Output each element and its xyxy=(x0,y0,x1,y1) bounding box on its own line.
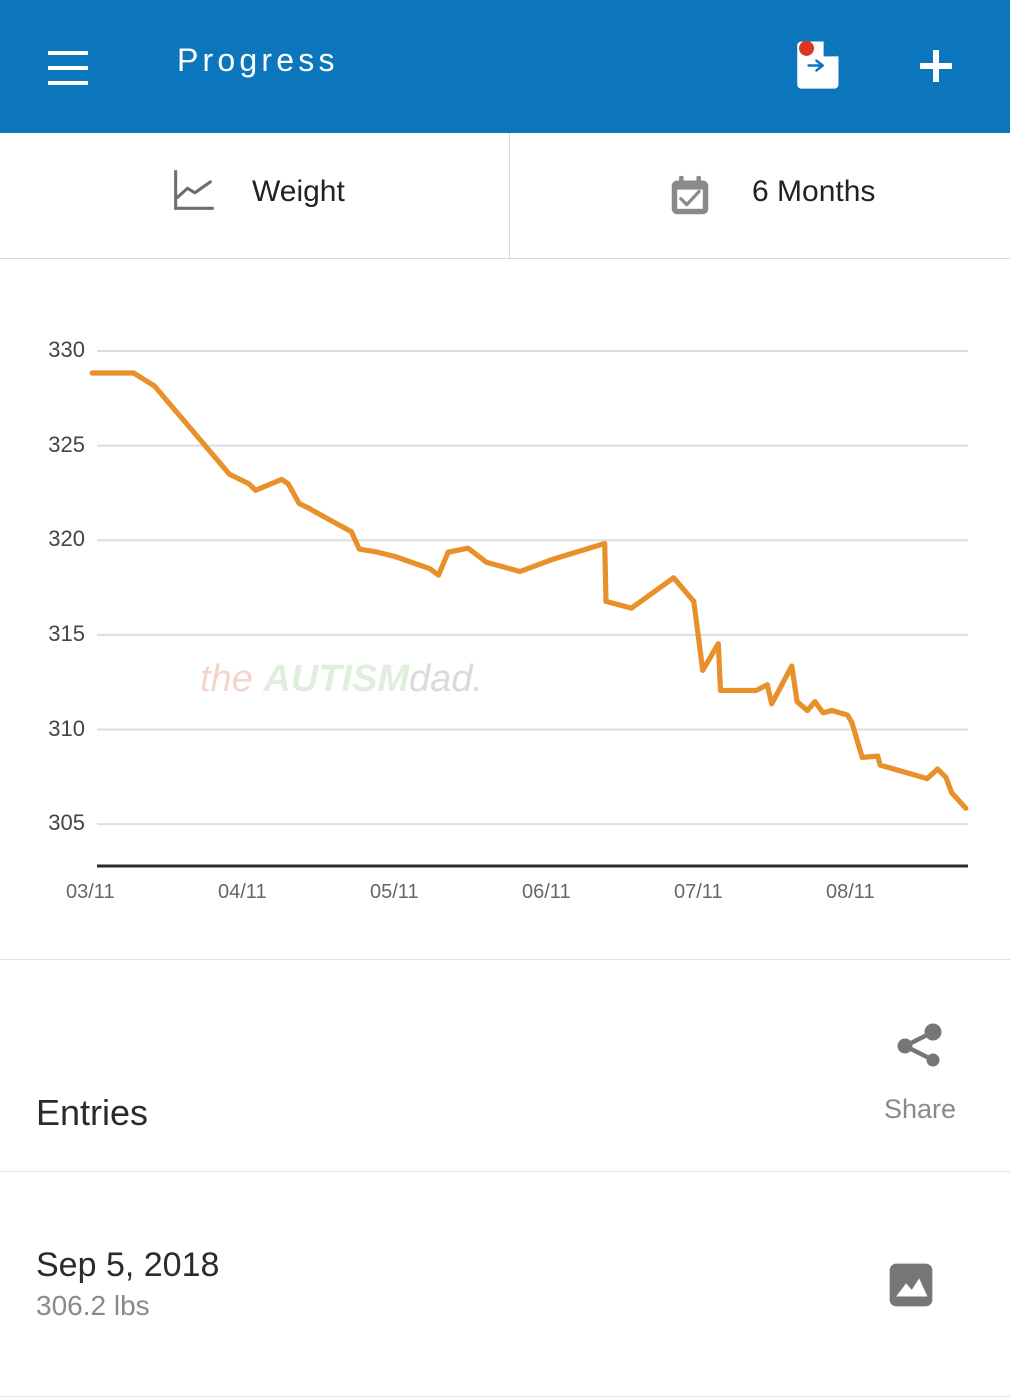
svg-text:the AUTISMdad.: the AUTISMdad. xyxy=(200,658,483,700)
